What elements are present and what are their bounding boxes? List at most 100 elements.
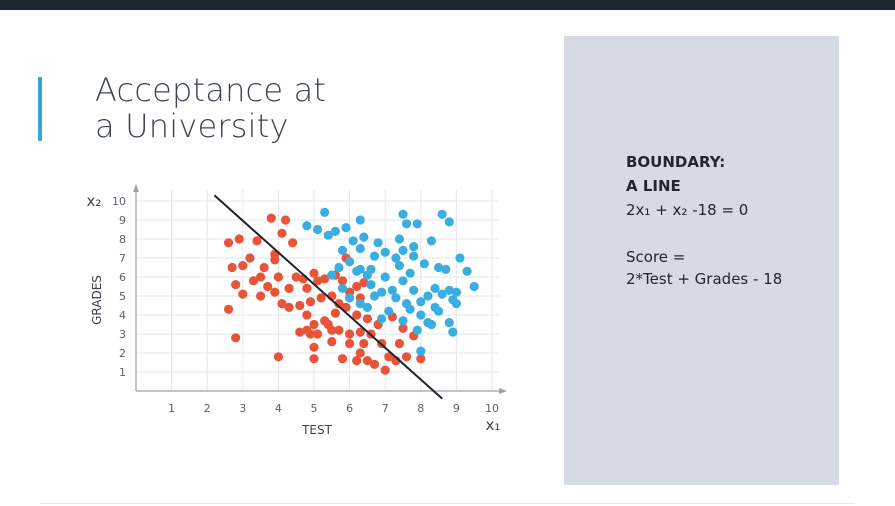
slide-title-line-1: Acceptance at [95,71,327,109]
accepted-point [448,327,458,337]
rejected-point [245,253,255,263]
rejected-point [309,354,319,364]
rejected-point [312,329,323,339]
accepted-point [362,302,372,312]
accepted-point [409,251,419,261]
line-heading: A LINE [626,177,681,195]
accepted-point [355,299,365,309]
boundary-info-panel: BOUNDARY: A LINE 2x₁ + x₂ -18 = 0 Score … [564,36,839,485]
rejected-point [352,310,362,320]
accepted-point [412,219,422,229]
accepted-point [437,289,447,299]
rejected-point [295,327,305,337]
accepted-point [444,217,454,227]
accepted-point [345,257,355,267]
rejected-point [352,356,362,366]
y-tick-label: 10 [112,195,126,208]
accepted-point [387,285,397,295]
x-tick-label: 8 [417,402,424,415]
x-tick-label: 10 [485,402,499,415]
accepted-point [320,207,330,217]
rejected-point [398,323,408,333]
rejected-point [305,297,316,307]
rejected-point [284,302,294,312]
accepted-point [384,306,394,316]
y-tick-label: 6 [119,271,126,284]
rejected-point [369,359,380,369]
x-tick-label: 2 [204,402,211,415]
accepted-point [462,266,472,276]
accepted-point [398,316,408,326]
slide-title-line-2: a University [95,107,289,145]
rejected-point [227,262,237,273]
accepted-point [405,304,415,314]
accepted-point [355,215,365,225]
rejected-point [327,337,337,347]
accepted-point [366,280,376,290]
accepted-point [377,287,387,297]
accepted-point [337,245,348,255]
rejected-point [355,327,365,337]
rejected-point [263,281,273,292]
rejected-point [270,287,280,297]
accepted-point [394,234,405,244]
accepted-point [373,238,383,248]
accepted-point [405,268,415,278]
rejected-point [238,289,248,299]
x-tick-label: 6 [346,402,353,415]
rejected-point [312,276,323,286]
rejected-point [295,300,305,311]
y-tick-label: 4 [119,309,126,322]
rejected-point [291,272,301,282]
x-tick-label: 5 [311,402,318,415]
y-tick-label: 3 [119,328,126,341]
title-accent-bar [38,77,42,141]
y-tick-label: 2 [119,347,126,360]
rejected-point [401,352,412,362]
accepted-point [416,310,426,320]
y-tick-label: 8 [119,233,126,246]
rejected-point [277,228,287,238]
y-tick-labels: 1 2 3 4 5 6 7 8 9 10 [112,195,126,379]
bottom-divider [40,503,855,504]
rejected-point [337,354,348,364]
accepted-point [409,285,419,295]
accepted-point [398,209,408,219]
x-tick-label: 3 [239,402,246,415]
accepted-point [398,276,408,286]
accepted-point [366,264,376,274]
accepted-point [426,236,437,246]
x-axis-label: TEST [301,423,333,437]
accepted-point [444,318,454,328]
accepted-point [377,314,387,324]
rejected-point [273,352,283,362]
rejected-point [355,348,365,358]
rejected-point [345,338,355,349]
accepted-point [380,272,390,282]
y-axis-symbol: x₂ [87,192,102,210]
rejected-point [384,352,394,362]
rejected-point [288,238,298,248]
accepted-point [441,264,451,274]
data-points [223,207,479,375]
boundary-equation: 2x₁ + x₂ -18 = 0 [626,201,749,219]
accepted-point [412,325,422,335]
rejected-point [309,342,319,352]
rejected-point [280,215,291,225]
accepted-point [430,283,440,293]
rejected-point [309,319,319,330]
rejected-point [359,278,369,288]
x-tick-label: 1 [168,402,175,415]
rejected-point [223,238,234,248]
rejected-point [309,268,319,278]
accepted-point [391,253,401,263]
accepted-point [337,283,348,293]
rejected-point [248,276,259,286]
y-tick-label: 1 [119,366,126,379]
y-tick-label: 5 [119,290,126,303]
scatter-chart: 1 2 3 4 5 6 7 8 9 10 1 2 3 4 5 6 7 8 9 10 TEST GRADES x₁ x… [87,184,507,437]
rejected-point [394,338,405,349]
rejected-point [259,262,269,273]
x-axis-symbol: x₁ [486,416,501,434]
x-tick-labels: 1 2 3 4 5 6 7 8 9 10 [168,402,499,415]
